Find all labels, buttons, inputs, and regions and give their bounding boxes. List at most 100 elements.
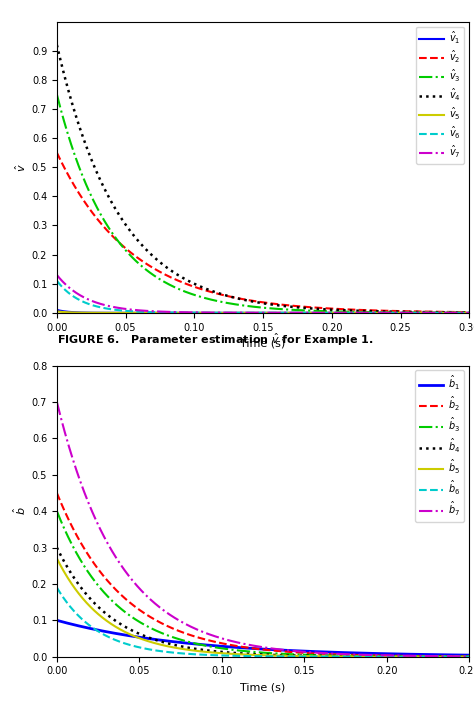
$\hat{b}_7$ [454,652,460,661]
$\hat{v}_1$ [466,309,472,317]
$\hat{b}_7$ [244,640,249,649]
$\hat{b}_1$ [244,643,249,652]
$\hat{b}_3$ [455,652,460,661]
$\hat{v}_5$ [466,309,472,317]
$\hat{v}_4$ [466,308,472,317]
Line: $\hat{b}_5$: $\hat{b}_5$ [57,558,469,656]
$\hat{b}_7$ [75,470,81,479]
Line: $\hat{b}_7$: $\hat{b}_7$ [57,402,469,656]
$\hat{b}_6$ [255,652,260,661]
$\hat{b}_6$ [54,583,60,592]
$\hat{b}_7$ [455,652,460,661]
Text: FIGURE 6.   Parameter estimation $\hat{v}$ for Example 1.: FIGURE 6. Parameter estimation $\hat{v}$… [57,332,374,348]
$\hat{v}_6$ [466,309,472,317]
$\hat{b}_2$ [454,652,460,661]
Line: $\hat{v}_2$: $\hat{v}_2$ [57,153,469,312]
$\hat{v}_7$ [255,309,260,317]
Line: $\hat{v}_4$: $\hat{v}_4$ [57,45,469,312]
$\hat{v}_3$ [255,303,260,312]
$\hat{v}_6$ [54,276,60,285]
$\hat{b}_5$ [466,652,472,661]
$\hat{v}_2$ [466,308,472,317]
$\hat{b}_4$ [379,652,384,661]
$\hat{v}_5$ [54,307,60,316]
$\hat{v}_3$ [244,301,249,310]
Line: $\hat{v}_7$: $\hat{v}_7$ [57,275,469,313]
$\hat{b}_4$ [75,579,81,588]
$\hat{v}_3$ [455,308,460,317]
$\hat{v}_6$ [255,309,260,317]
$\hat{b}_2$ [379,651,384,660]
$\hat{b}_2$ [54,489,60,497]
Line: $\hat{v}_1$: $\hat{v}_1$ [57,310,469,313]
$\hat{v}_2$ [379,307,384,315]
$\hat{b}_6$ [244,651,249,660]
$\hat{v}_7$ [54,270,60,279]
X-axis label: Time (s): Time (s) [240,682,286,692]
$\hat{b}_5$ [244,650,249,659]
$\hat{b}_1$ [379,649,384,658]
$\hat{v}_6$ [244,309,249,317]
$\hat{v}_3$ [75,160,81,168]
$\hat{b}_5$ [455,652,460,661]
$\hat{v}_7$ [466,309,472,317]
$\hat{v}_7$ [455,309,460,317]
$\hat{b}_1$ [455,651,460,659]
Line: $\hat{b}_3$: $\hat{b}_3$ [57,511,469,656]
$\hat{v}_4$ [255,298,260,307]
$\hat{b}_5$ [379,652,384,661]
Line: $\hat{v}_6$: $\hat{v}_6$ [57,281,469,313]
$\hat{b}_6$ [379,652,384,661]
Legend: $\hat{b}_1$, $\hat{b}_2$, $\hat{b}_3$, $\hat{b}_4$, $\hat{b}_5$, $\hat{b}_6$, $\: $\hat{b}_1$, $\hat{b}_2$, $\hat{b}_3$, $… [415,370,465,522]
$\hat{v}_4$ [75,118,81,127]
$\hat{b}_7$ [255,642,260,651]
$\hat{v}_6$ [455,309,460,317]
Y-axis label: $\hat{v}$: $\hat{v}$ [13,163,27,171]
$\hat{b}_1$ [454,651,460,659]
$\hat{b}_2$ [455,652,460,661]
$\hat{b}_5$ [75,589,81,597]
$\hat{v}_3$ [54,90,60,99]
$\hat{v}_3$ [454,308,460,317]
Legend: $\hat{v}_1$, $\hat{v}_2$, $\hat{v}_3$, $\hat{v}_4$, $\hat{v}_5$, $\hat{v}_6$, $\: $\hat{v}_1$, $\hat{v}_2$, $\hat{v}_3$, $… [416,27,465,164]
$\hat{b}_3$ [54,507,60,515]
$\hat{b}_4$ [54,543,60,552]
$\hat{b}_3$ [255,648,260,656]
$\hat{v}_1$ [75,308,81,317]
$\hat{b}_3$ [454,652,460,661]
$\hat{v}_7$ [379,309,384,317]
$\hat{v}_1$ [244,309,249,317]
$\hat{v}_6$ [75,295,81,304]
$\hat{v}_4$ [244,296,249,304]
$\hat{v}_1$ [455,309,460,317]
Y-axis label: $\hat{b}$: $\hat{b}$ [11,507,27,515]
$\hat{b}_4$ [454,652,460,661]
Line: $\hat{b}_1$: $\hat{b}_1$ [57,620,469,655]
$\hat{v}_1$ [454,309,460,317]
$\hat{b}_1$ [466,651,472,659]
$\hat{b}_3$ [244,647,249,656]
$\hat{b}_5$ [54,554,60,562]
$\hat{v}_4$ [379,307,384,316]
$\hat{b}_6$ [75,611,81,620]
$\hat{v}_2$ [255,297,260,306]
$\hat{v}_3$ [466,309,472,317]
$\hat{v}_2$ [454,308,460,317]
$\hat{v}_5$ [255,309,260,317]
$\hat{v}_5$ [455,309,460,317]
$\hat{v}_3$ [379,308,384,317]
$\hat{b}_2$ [75,534,81,542]
$\hat{b}_6$ [454,652,460,661]
Line: $\hat{v}_3$: $\hat{v}_3$ [57,95,469,313]
$\hat{v}_6$ [379,309,384,317]
$\hat{b}_4$ [466,652,472,661]
$\hat{v}_1$ [379,309,384,317]
Line: $\hat{v}_5$: $\hat{v}_5$ [57,312,469,313]
$\hat{v}_2$ [455,308,460,317]
$\hat{b}_1$ [54,616,60,625]
$\hat{b}_5$ [454,652,460,661]
$\hat{b}_7$ [54,398,60,406]
$\hat{v}_4$ [455,308,460,317]
$\hat{v}_7$ [244,309,249,317]
$\hat{v}_2$ [244,296,249,304]
